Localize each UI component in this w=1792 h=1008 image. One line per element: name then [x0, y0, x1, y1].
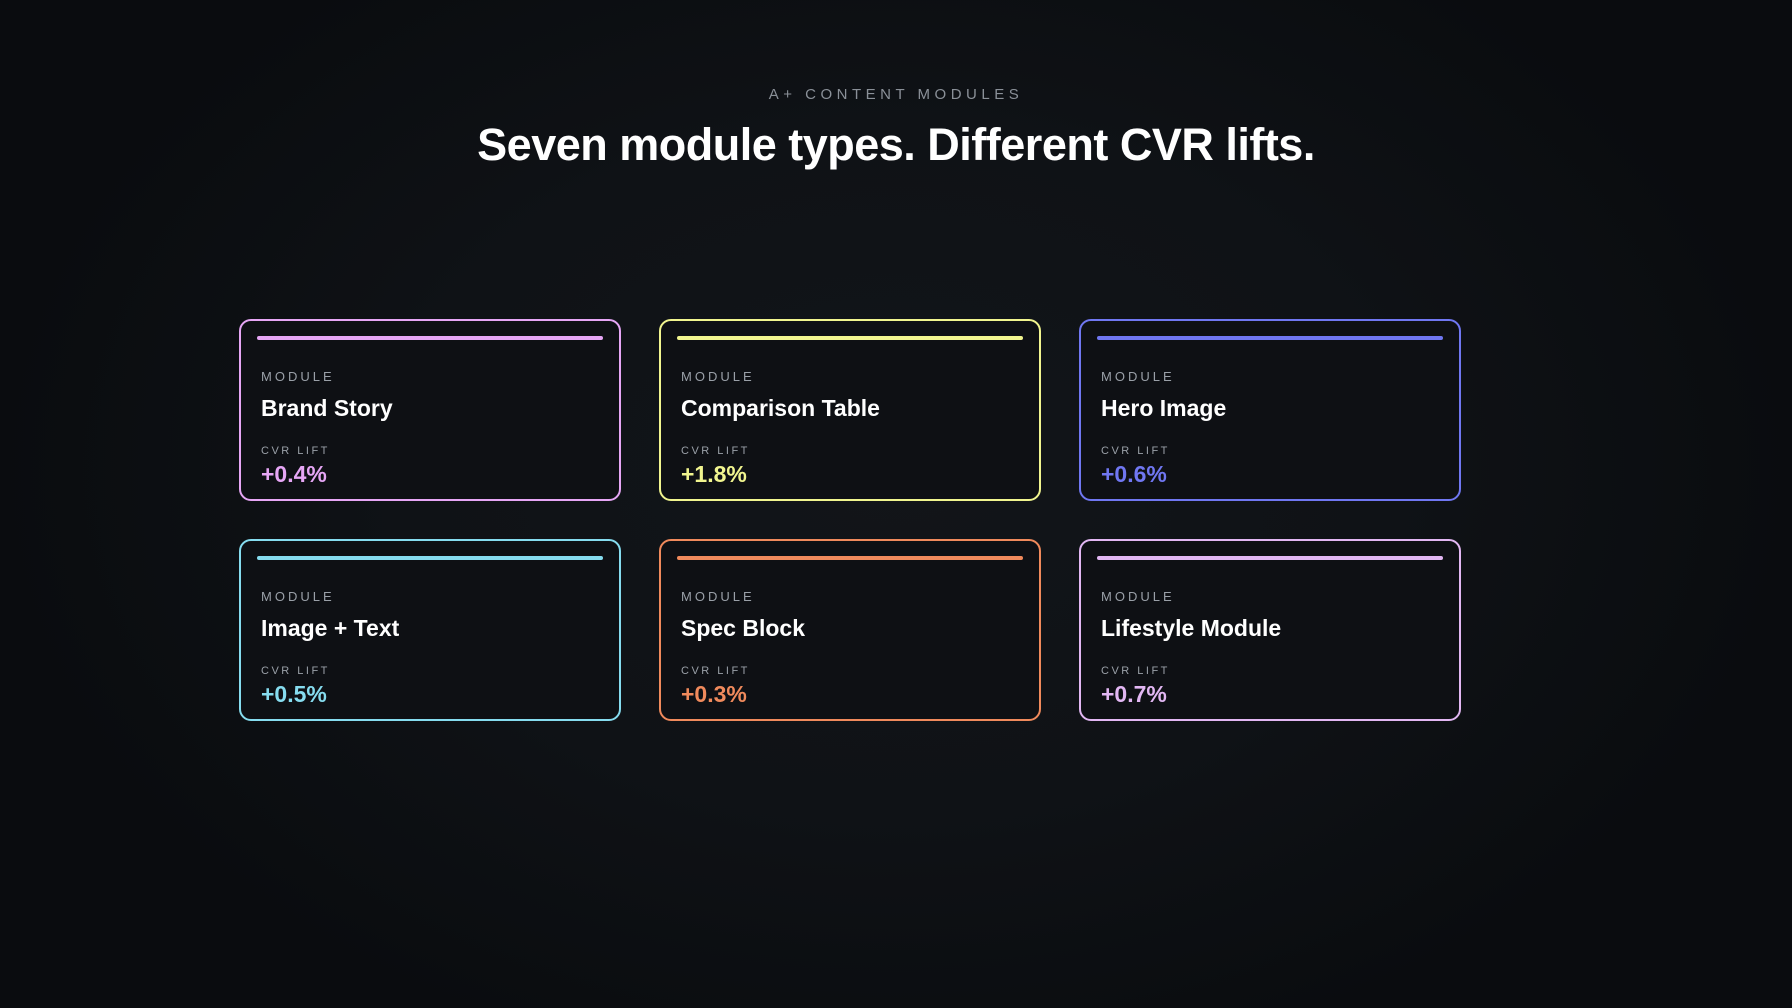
card-module-name: Comparison Table: [681, 395, 880, 421]
module-card-lifestyle-module[interactable]: MODULE Lifestyle Module CVR LIFT +0.7%: [1079, 539, 1461, 721]
card-module-label: MODULE: [681, 589, 755, 604]
card-cvr-value: +0.5%: [261, 681, 327, 707]
card-module-label: MODULE: [681, 369, 755, 384]
card-cvr-label: CVR LIFT: [681, 665, 750, 677]
module-card-hero-image[interactable]: MODULE Hero Image CVR LIFT +0.6%: [1079, 319, 1461, 501]
card-module-label: MODULE: [261, 369, 335, 384]
card-cvr-value: +0.6%: [1101, 461, 1167, 487]
card-cvr-label: CVR LIFT: [1101, 665, 1170, 677]
card-cvr-label: CVR LIFT: [261, 445, 330, 457]
page-header: A+ CONTENT MODULES Seven module types. D…: [0, 86, 1792, 171]
card-cvr-value: +0.4%: [261, 461, 327, 487]
card-module-name: Spec Block: [681, 615, 805, 641]
card-accent-bar: [1097, 336, 1443, 340]
card-cvr-value: +1.8%: [681, 461, 747, 487]
card-cvr-label: CVR LIFT: [1101, 445, 1170, 457]
card-accent-bar: [257, 556, 603, 560]
card-module-name: Image + Text: [261, 615, 400, 641]
page-title: Seven module types. Different CVR lifts.: [477, 119, 1315, 170]
card-module-name: Hero Image: [1101, 395, 1227, 421]
card-accent-bar: [257, 336, 603, 340]
card-accent-bar: [677, 336, 1023, 340]
module-card-image-text[interactable]: MODULE Image + Text CVR LIFT +0.5%: [239, 539, 621, 721]
card-module-label: MODULE: [1101, 589, 1175, 604]
card-cvr-value: +0.7%: [1101, 681, 1167, 707]
module-card-comparison-table[interactable]: MODULE Comparison Table CVR LIFT +1.8%: [659, 319, 1041, 501]
card-cvr-value: +0.3%: [681, 681, 747, 707]
module-card-spec-block[interactable]: MODULE Spec Block CVR LIFT +0.3%: [659, 539, 1041, 721]
card-module-label: MODULE: [1101, 369, 1175, 384]
card-module-name: Brand Story: [261, 395, 393, 421]
card-accent-bar: [1097, 556, 1443, 560]
card-cvr-label: CVR LIFT: [681, 445, 750, 457]
module-card-brand-story[interactable]: MODULE Brand Story CVR LIFT +0.4%: [239, 319, 621, 501]
card-accent-bar: [677, 556, 1023, 560]
card-module-label: MODULE: [261, 589, 335, 604]
section-eyebrow: A+ CONTENT MODULES: [768, 86, 1024, 103]
card-cvr-label: CVR LIFT: [261, 665, 330, 677]
module-card-grid: MODULE Brand Story CVR LIFT +0.4% MODULE…: [239, 319, 1461, 721]
card-module-name: Lifestyle Module: [1101, 615, 1282, 641]
